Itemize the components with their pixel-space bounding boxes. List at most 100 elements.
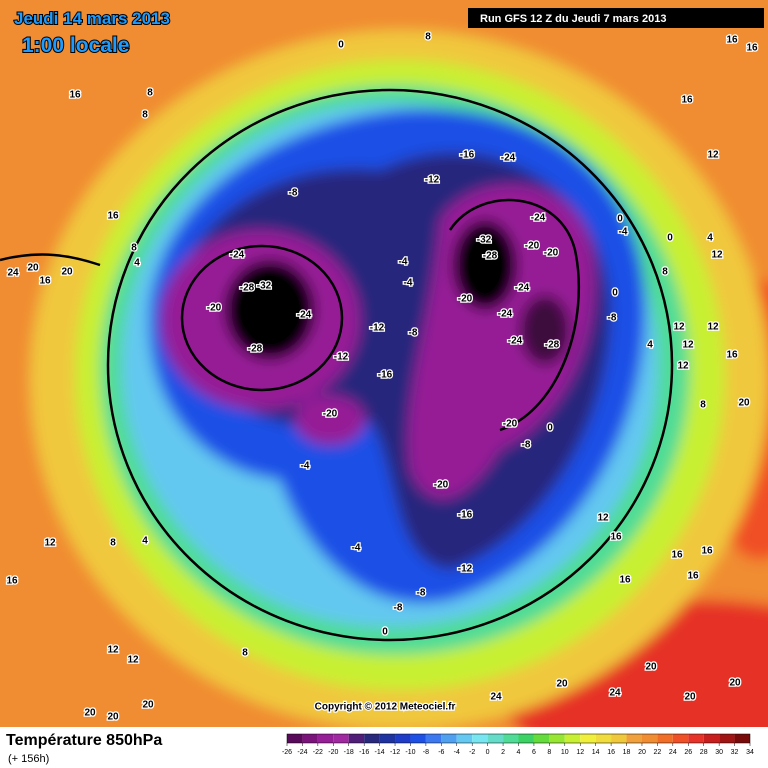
- lead-time: (+ 156h): [8, 753, 49, 765]
- contour-label: 8: [142, 110, 148, 121]
- contour-label: 16: [701, 546, 713, 557]
- contour-label: 24: [490, 692, 502, 703]
- contour-label: -12: [458, 564, 473, 575]
- contour-label: -16: [458, 510, 473, 521]
- contour-label: -12: [425, 175, 440, 186]
- contour-label: 12: [707, 150, 719, 161]
- legend-tick-label: 0: [486, 749, 490, 756]
- contour-label: -4: [352, 543, 361, 554]
- legend-tick-label: -18: [344, 749, 354, 756]
- contour-label: 12: [682, 340, 694, 351]
- contour-label: 8: [242, 648, 248, 659]
- legend-tick-label: 12: [576, 749, 584, 756]
- legend-swatch: [503, 734, 519, 743]
- legend-tick-label: 26: [684, 749, 692, 756]
- contour-label: 12: [711, 250, 723, 261]
- legend-tick-label: -14: [375, 749, 385, 756]
- legend-swatch: [580, 734, 596, 743]
- legend-swatch: [533, 734, 550, 743]
- forecast-time: 1:00 locale: [22, 34, 129, 57]
- run-box: [468, 8, 764, 28]
- contour-label: -20: [434, 480, 449, 491]
- legend-swatch: [672, 734, 689, 743]
- legend-tick-label: -8: [423, 749, 429, 756]
- legend-swatch: [287, 734, 303, 743]
- contour-label: 0: [382, 627, 388, 638]
- legend-tick-label: 18: [623, 749, 631, 756]
- contour-label: 20: [61, 267, 73, 278]
- contour-label: 0: [617, 214, 623, 225]
- legend-swatch: [564, 734, 581, 743]
- contour-label: 8: [662, 267, 668, 278]
- legend-swatch: [348, 734, 365, 743]
- contour-label: -24: [501, 153, 516, 164]
- contour-label: -24: [498, 309, 513, 320]
- color-legend: -26 -24 -22 -20 -18 -16 -14 -12 -10 -8 -6 -4 -2 0 2 4 6 8…: [282, 733, 754, 756]
- legend-tick-label: -2: [469, 749, 475, 756]
- contour-label: 12: [44, 538, 56, 549]
- forecast-date: Jeudi 14 mars 2013: [14, 9, 170, 28]
- contour-label: -8: [409, 328, 418, 339]
- contour-label: 16: [107, 211, 119, 222]
- legend-swatch: [441, 734, 457, 743]
- contour-label: -8: [608, 313, 617, 324]
- contour-label: 12: [707, 322, 719, 333]
- contour-label: 20: [27, 263, 39, 274]
- contour-label: 16: [39, 276, 51, 287]
- legend-tick-label: 8: [547, 749, 551, 756]
- contour-label: -32: [477, 235, 492, 246]
- contour-label: -28: [240, 283, 255, 294]
- contour-label: 20: [142, 700, 154, 711]
- contour-label: -4: [619, 227, 628, 238]
- legend-tick-label: 20: [638, 749, 646, 756]
- legend-tick-label: 22: [654, 749, 662, 756]
- legend-swatch: [456, 734, 473, 743]
- legend-swatch: [364, 734, 380, 743]
- contour-label: -12: [334, 352, 349, 363]
- legend-swatch: [472, 734, 488, 743]
- contour-label: 16: [610, 532, 622, 543]
- run-info: Run GFS 12 Z du Jeudi 7 mars 2013: [480, 13, 666, 25]
- legend-swatch: [395, 734, 411, 743]
- legend-tick-label: -12: [390, 749, 400, 756]
- legend-tick-label: -20: [328, 749, 338, 756]
- contour-label: 16: [726, 35, 738, 46]
- contour-label: 12: [127, 655, 139, 666]
- contour-label: -20: [458, 294, 473, 305]
- contour-label: -20: [525, 241, 540, 252]
- legend-tick-label: 30: [715, 749, 723, 756]
- contour-label: 8: [147, 88, 153, 99]
- legend-tick-label: -24: [297, 749, 307, 756]
- copyright: Copyright © 2012 Meteociel.fr: [315, 702, 456, 713]
- contour-label: -20: [544, 248, 559, 259]
- contour-label: -20: [503, 419, 518, 430]
- contour-label: -24: [531, 213, 546, 224]
- legend-tick-label: 4: [517, 749, 521, 756]
- contour-label: 16: [6, 576, 18, 587]
- legend-tick-label: 28: [700, 749, 708, 756]
- contour-label: 8: [110, 538, 116, 549]
- contour-label: 8: [425, 32, 431, 43]
- legend-tick-label: 2: [501, 749, 505, 756]
- contour-label: 20: [107, 712, 119, 723]
- legend-tick-label: 16: [607, 749, 615, 756]
- contour-label: -8: [394, 603, 403, 614]
- legend-tick-label: -22: [313, 749, 323, 756]
- legend-tick-label: 6: [532, 749, 536, 756]
- contour-label: 20: [684, 692, 696, 703]
- contour-label: 20: [556, 679, 568, 690]
- contour-label: 20: [84, 708, 96, 719]
- legend-swatch: [487, 734, 504, 743]
- legend-tick-label: -16: [359, 749, 369, 756]
- legend-swatch: [703, 734, 720, 743]
- contour-label: -16: [378, 370, 393, 381]
- contour-label: 16: [687, 571, 699, 582]
- legend-swatch: [626, 734, 642, 743]
- contour-label: 0: [338, 40, 344, 51]
- contour-label: -20: [323, 409, 338, 420]
- contour-label: -8: [522, 440, 531, 451]
- legend-tick-label: -4: [454, 749, 460, 756]
- contour-label: 24: [7, 268, 19, 279]
